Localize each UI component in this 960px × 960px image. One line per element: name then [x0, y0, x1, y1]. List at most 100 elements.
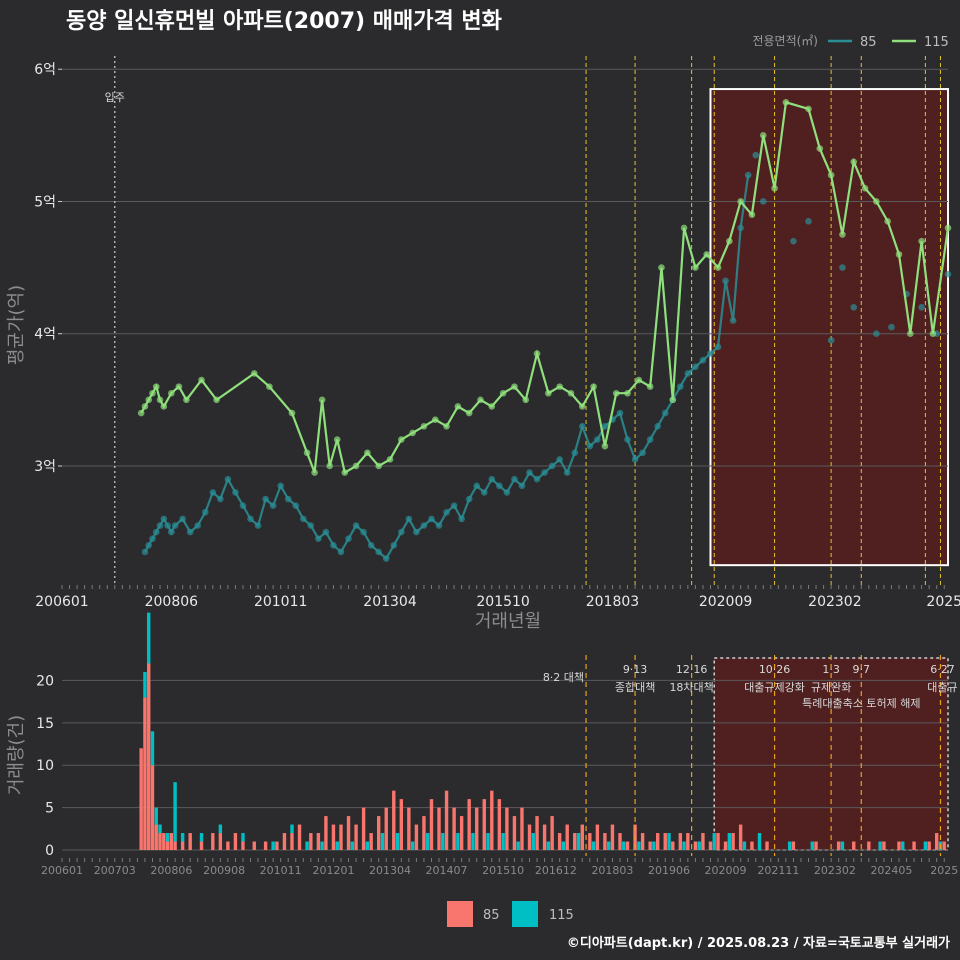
series-point-85 — [850, 303, 858, 311]
series-point-85 — [145, 542, 153, 549]
series-point-115 — [646, 383, 654, 390]
volume-bar-85 — [147, 663, 151, 850]
volume-bar-85 — [233, 833, 238, 850]
series-point-85 — [382, 555, 390, 562]
volume-bar-115 — [180, 833, 185, 842]
volume-bar-85 — [625, 841, 630, 850]
volume-x-tick-label: 200601 — [41, 864, 83, 877]
policy-label-2: 18차대책 — [669, 681, 713, 694]
series-point-85 — [168, 528, 175, 536]
volume-bar-115 — [742, 841, 747, 850]
volume-x-tick-label: 202111 — [757, 864, 799, 877]
volume-bar-85 — [414, 824, 419, 850]
series-point-115 — [326, 462, 333, 470]
series-point-85 — [160, 515, 168, 523]
volume-bar-85 — [475, 807, 479, 850]
volume-bar-115 — [727, 833, 732, 850]
volume-bar-115 — [576, 833, 581, 850]
volume-bar-85 — [557, 833, 562, 850]
volume-bar-85 — [437, 807, 441, 850]
volume-bar-85 — [912, 841, 916, 850]
series-point-85 — [729, 317, 737, 324]
series-point-115 — [567, 389, 575, 397]
volume-bar-85 — [723, 841, 728, 850]
volume-y-tick-label: 20 — [36, 673, 54, 689]
volume-x-tick-label: 202302 — [814, 864, 856, 877]
volume-bar-85 — [934, 833, 939, 850]
series-point-85 — [616, 409, 624, 417]
volume-bar-85 — [173, 841, 177, 850]
series-point-85 — [496, 482, 503, 490]
volume-bar-115 — [365, 841, 370, 850]
legend-swatch-vol-85 — [447, 901, 473, 927]
volume-bar-85 — [354, 824, 358, 850]
series-point-85 — [186, 528, 194, 536]
volume-bar-115 — [652, 841, 656, 850]
price-x-tick-label: 201304 — [363, 594, 417, 610]
volume-bar-115 — [320, 841, 324, 850]
series-point-115 — [658, 264, 665, 271]
series-point-85 — [714, 343, 722, 351]
volume-legend: 85 115 — [447, 901, 574, 927]
price-y-tick-label: 5억 — [34, 194, 56, 210]
series-point-85 — [164, 522, 171, 529]
volume-bar-85 — [671, 841, 675, 850]
volume-bar-85 — [263, 841, 268, 850]
volume-bar-85 — [535, 816, 539, 850]
price-y-axis-title: 평균가(억) — [6, 285, 27, 365]
series-point-115 — [149, 389, 156, 397]
volume-bar-85 — [640, 833, 645, 850]
volume-bar-85 — [814, 841, 818, 850]
volume-bar-85 — [226, 841, 230, 850]
volume-bar-115 — [757, 833, 762, 850]
series-point-115 — [454, 403, 462, 410]
volume-bar-85 — [162, 833, 166, 850]
volume-bar-85 — [701, 833, 705, 850]
volume-bar-115 — [637, 841, 641, 850]
series-point-115 — [141, 403, 149, 410]
volume-bar-115 — [143, 671, 147, 698]
series-point-85 — [269, 502, 277, 509]
volume-bar-85 — [497, 799, 502, 850]
volume-y-tick-label: 5 — [45, 801, 54, 817]
series-point-115 — [511, 383, 518, 390]
volume-bar-85 — [241, 841, 245, 850]
series-point-115 — [152, 383, 160, 390]
volume-y-tick-label: 15 — [36, 716, 54, 732]
volume-bar-115 — [150, 731, 155, 766]
series-point-115 — [175, 383, 183, 390]
volume-bar-115 — [591, 841, 596, 850]
series-point-115 — [213, 396, 220, 404]
series-point-115 — [839, 231, 846, 238]
series-point-115 — [183, 396, 190, 404]
series-point-85 — [413, 528, 420, 536]
volume-x-tick-label: 201510 — [482, 864, 524, 877]
volume-bar-115 — [271, 841, 275, 850]
volume-bar-115 — [516, 841, 520, 850]
volume-x-tick-label: 201803 — [591, 864, 633, 877]
volume-bar-115 — [380, 833, 385, 850]
series-point-115 — [198, 376, 205, 384]
series-point-85 — [707, 350, 714, 357]
series-point-85 — [677, 383, 684, 390]
volume-bar-115 — [923, 841, 928, 850]
volume-bar-85 — [708, 841, 713, 850]
series-point-85 — [156, 522, 164, 529]
series-point-85 — [805, 218, 812, 225]
series-point-85 — [247, 515, 254, 523]
volume-bar-85 — [750, 841, 754, 850]
series-point-85 — [586, 442, 594, 450]
series-point-85 — [699, 356, 707, 364]
volume-bar-85 — [316, 833, 321, 850]
volume-bar-85 — [648, 841, 652, 850]
volume-bar-85 — [422, 816, 426, 850]
volume-bar-115 — [165, 833, 170, 842]
series-point-115 — [477, 396, 484, 404]
price-x-tick-label: 201803 — [586, 594, 639, 610]
volume-bar-115 — [241, 833, 245, 842]
price-chart: 3억 4억 5억 6억 200601 200806 201011 201304 201510 20… — [34, 56, 960, 610]
series-point-85 — [503, 489, 511, 496]
series-point-115 — [669, 396, 677, 404]
series-point-85 — [601, 423, 609, 430]
